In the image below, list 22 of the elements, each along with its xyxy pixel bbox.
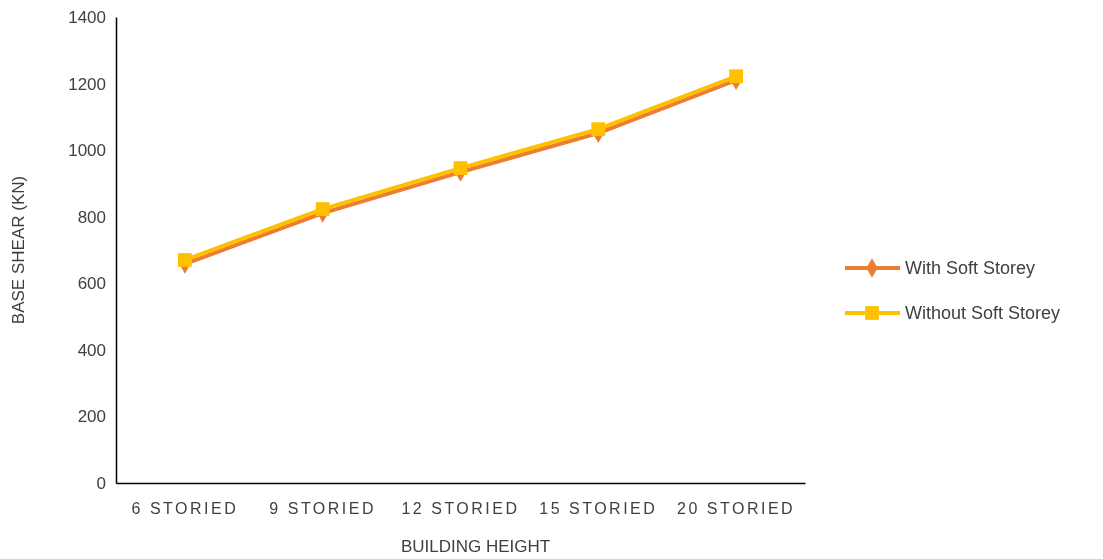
x-axis-title: BUILDING HEIGHT — [400, 537, 551, 556]
y-tick-label: 200 — [77, 407, 106, 427]
y-tick-label: 1000 — [68, 141, 106, 161]
legend-label: With Soft Storey — [905, 258, 1036, 278]
y-tick-label: 1400 — [68, 7, 106, 27]
point — [729, 69, 743, 84]
y-tick-label: 600 — [77, 274, 106, 294]
point — [591, 122, 606, 137]
y-axis-title: BASE SHEAR (KN) — [9, 175, 28, 325]
x-tick-label: 6 STORIED — [131, 500, 239, 518]
y-tick-label: 0 — [96, 473, 106, 493]
y-tick-label: 1200 — [68, 74, 106, 94]
point — [315, 202, 330, 216]
legend-label: Without Soft Storey — [905, 303, 1061, 323]
x-tick-label: 12 STORIED — [401, 500, 520, 518]
y-tick-label: 800 — [77, 207, 106, 227]
point — [178, 253, 192, 267]
x-tick-label: 9 STORIED — [269, 500, 377, 518]
x-tick-label: 15 STORIED — [539, 500, 658, 518]
y-tick-label: 400 — [77, 340, 106, 360]
point — [453, 161, 468, 176]
x-tick-label: 20 STORIED — [677, 500, 796, 518]
